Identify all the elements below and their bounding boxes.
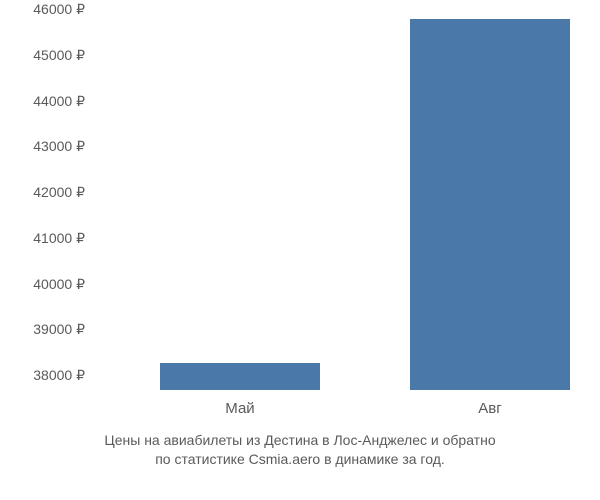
y-tick-label: 38000 ₽	[33, 367, 85, 384]
caption-line-1: Цены на авиабилеты из Дестина в Лос-Андж…	[0, 431, 600, 451]
caption-line-2: по статистике Csmia.aero в динамике за г…	[0, 450, 600, 470]
x-tick-label: Авг	[450, 400, 530, 417]
price-chart: Цены на авиабилеты из Дестина в Лос-Андж…	[0, 0, 600, 500]
y-tick-label: 41000 ₽	[33, 230, 85, 247]
y-tick-label: 43000 ₽	[33, 138, 85, 155]
x-tick-label: Май	[200, 400, 280, 417]
bar	[160, 363, 320, 390]
y-tick-label: 42000 ₽	[33, 184, 85, 201]
y-tick-label: 45000 ₽	[33, 47, 85, 64]
plot-area	[95, 10, 585, 390]
chart-caption: Цены на авиабилеты из Дестина в Лос-Андж…	[0, 431, 600, 470]
y-tick-label: 39000 ₽	[33, 321, 85, 338]
y-tick-label: 40000 ₽	[33, 276, 85, 293]
y-tick-label: 46000 ₽	[33, 1, 85, 18]
y-tick-label: 44000 ₽	[33, 93, 85, 110]
bar	[410, 19, 570, 390]
